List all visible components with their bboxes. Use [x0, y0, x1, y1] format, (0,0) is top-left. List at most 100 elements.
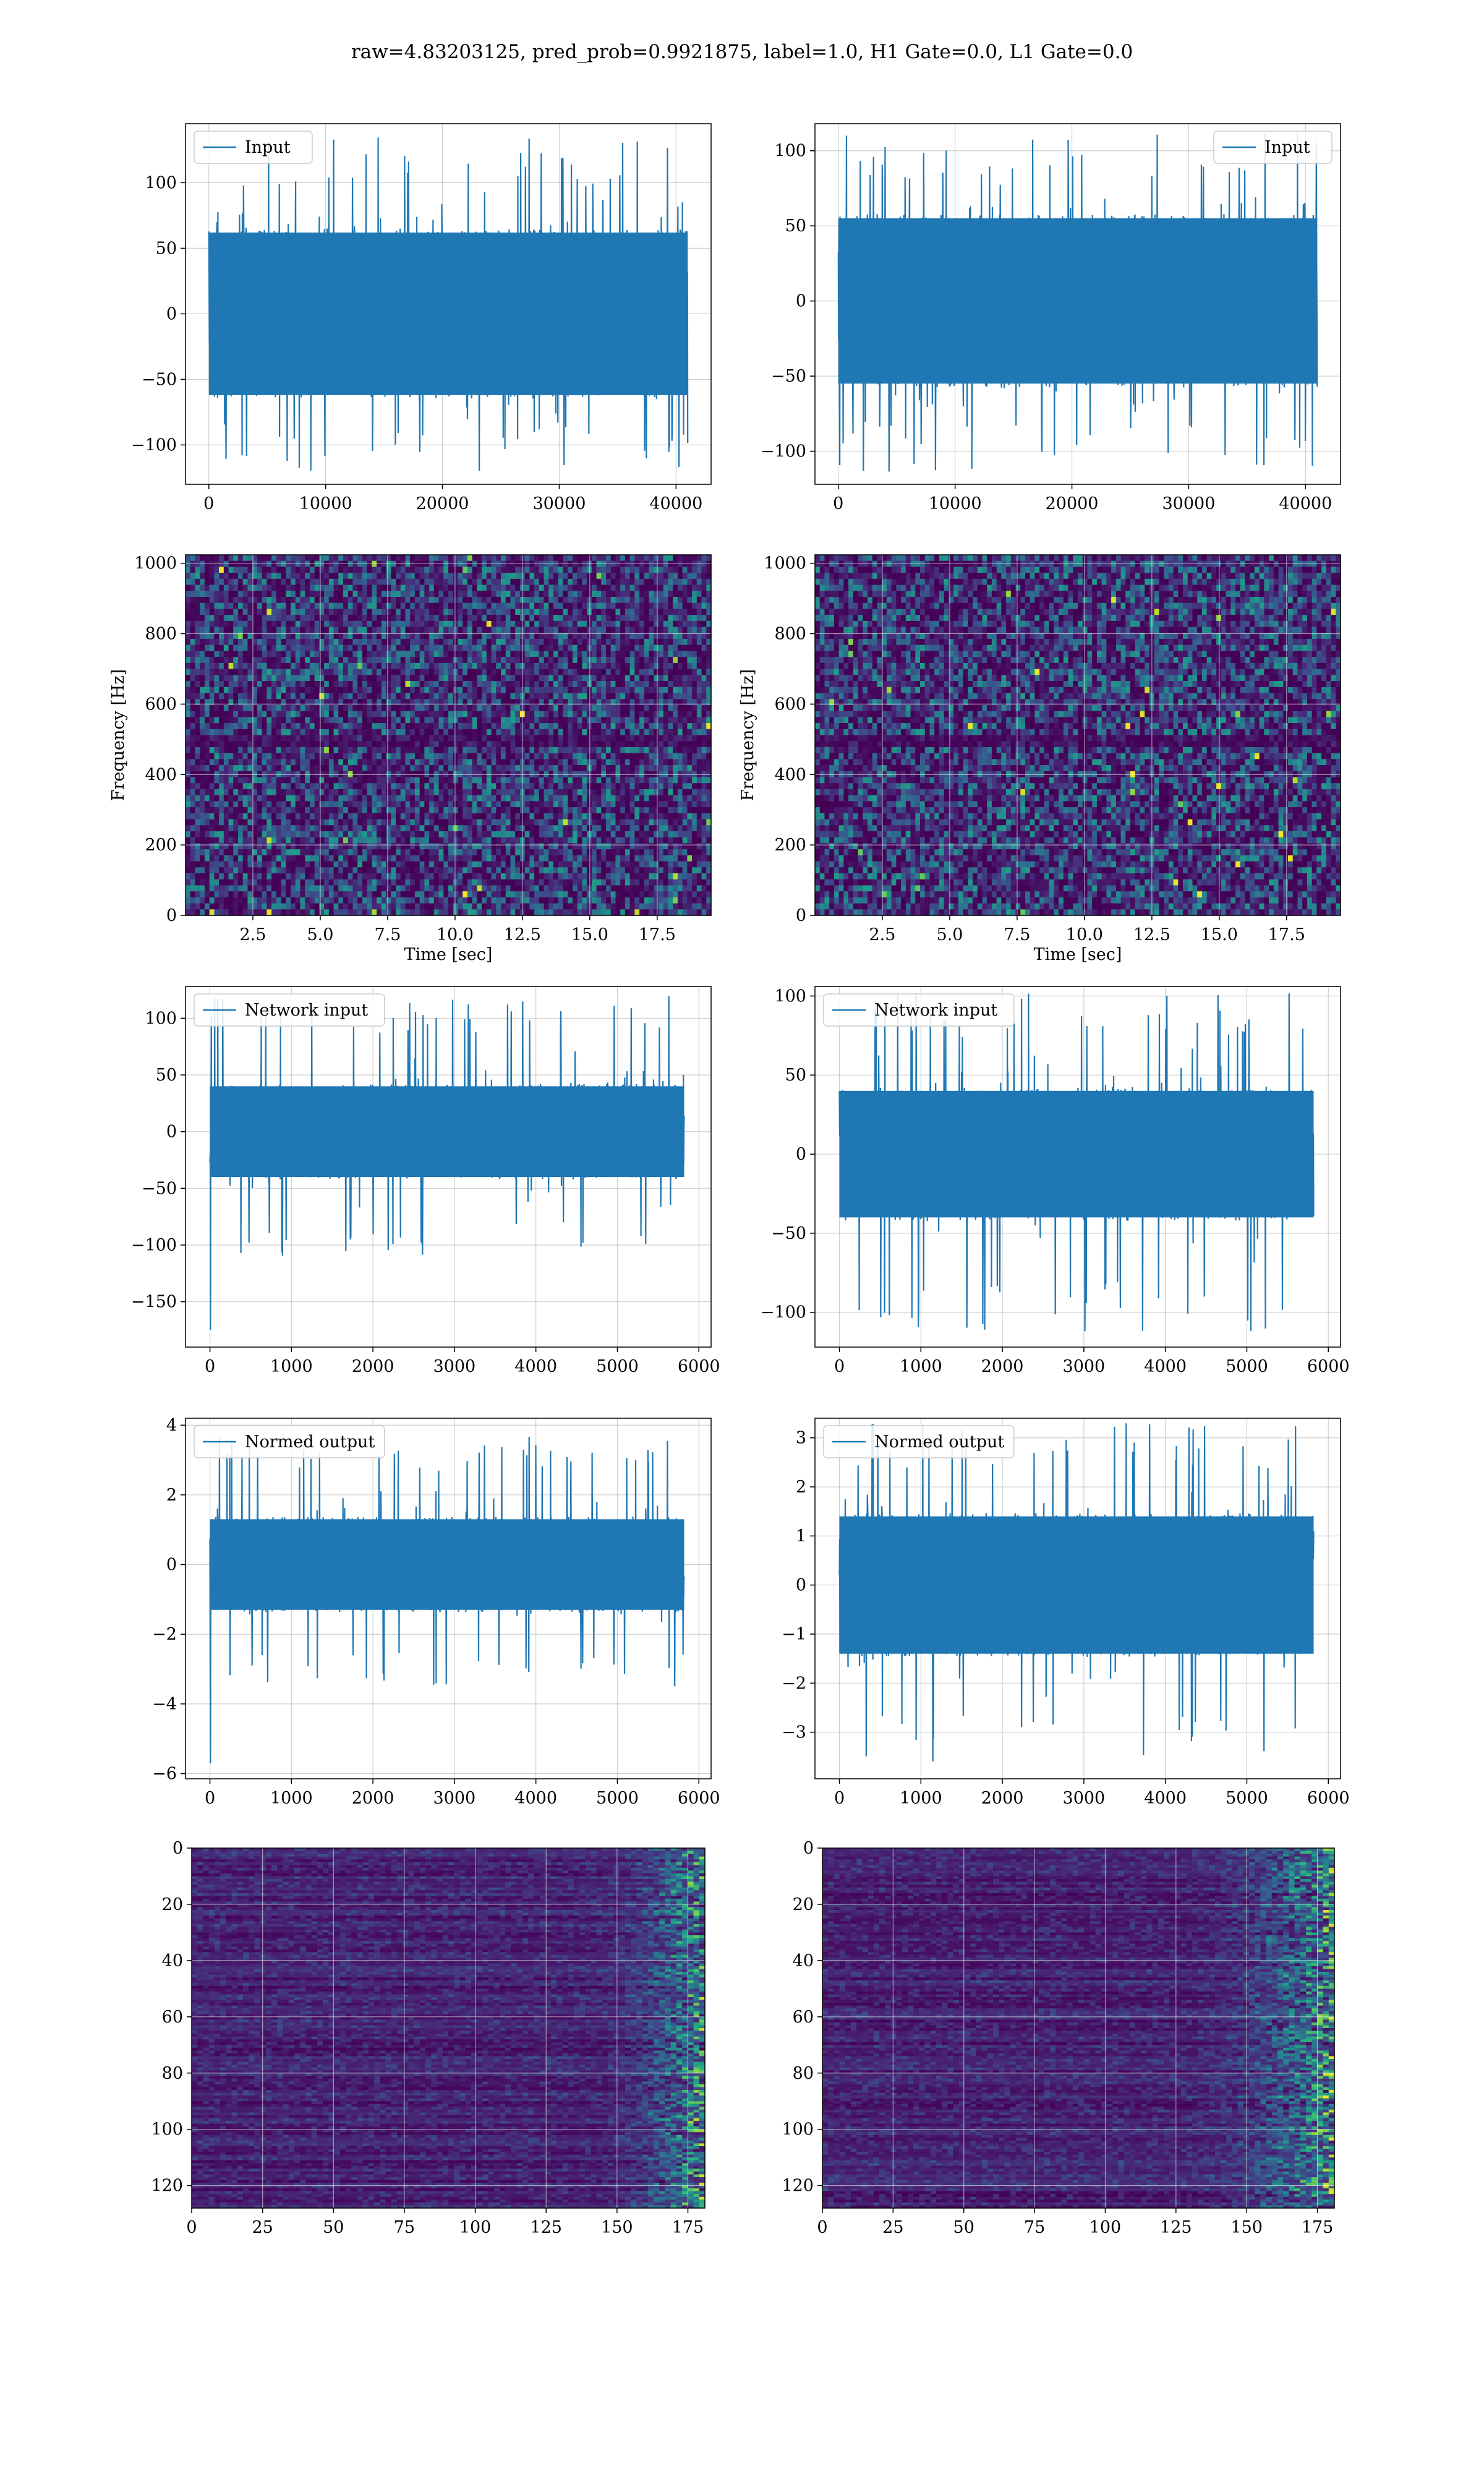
heatmap-cell	[654, 573, 659, 579]
heatmap-cell	[510, 651, 515, 657]
heatmap-cell	[286, 573, 291, 579]
heatmap-cell	[673, 591, 678, 597]
heatmap-cell	[515, 675, 520, 681]
heatmap-cell	[377, 603, 382, 609]
x-tick-label: 20000	[416, 494, 469, 513]
heatmap-cell	[563, 711, 568, 717]
heatmap-cell	[386, 615, 391, 621]
heatmap-cell	[343, 723, 348, 729]
heatmap-cell	[410, 603, 415, 609]
heatmap-cell	[315, 753, 320, 760]
heatmap-cell	[396, 663, 401, 669]
heatmap-cell	[434, 627, 439, 633]
heatmap-cell	[592, 651, 597, 657]
heatmap-cell	[338, 687, 343, 693]
heatmap-cell	[467, 603, 472, 609]
heatmap-cell	[506, 621, 511, 627]
heatmap-cell	[487, 645, 492, 651]
heatmap-cell	[678, 579, 683, 585]
heatmap-cell	[611, 741, 616, 747]
heatmap-cell	[205, 753, 210, 760]
heatmap-cell	[534, 627, 539, 633]
heatmap-cell	[186, 603, 190, 609]
heatmap-cell	[492, 639, 497, 645]
heatmap-cell	[573, 621, 578, 627]
heatmap-cell	[210, 603, 215, 609]
heatmap-cell	[487, 711, 492, 717]
heatmap-cell	[506, 681, 511, 687]
heatmap-cell	[257, 627, 262, 633]
heatmap-cell	[668, 711, 673, 717]
heatmap-cell	[300, 573, 305, 579]
heatmap-cell	[243, 591, 248, 597]
heatmap-cell	[548, 621, 553, 627]
heatmap-cell	[630, 669, 635, 675]
heatmap-cell	[592, 681, 597, 687]
heatmap-cell	[492, 645, 497, 651]
heatmap-cell	[382, 687, 386, 693]
heatmap-cell	[195, 669, 200, 675]
heatmap-cell	[233, 597, 238, 603]
heatmap-cell	[582, 717, 587, 723]
heatmap-cell	[410, 567, 415, 573]
heatmap-cell	[558, 573, 563, 579]
heatmap-cell	[396, 693, 401, 699]
heatmap-cell	[683, 675, 688, 681]
heatmap-cell	[205, 729, 210, 735]
heatmap-cell	[401, 675, 406, 681]
heatmap-cell	[529, 675, 534, 681]
heatmap-cell	[372, 609, 377, 615]
heatmap-cell	[625, 603, 630, 609]
heatmap-cell	[630, 567, 635, 573]
heatmap-cell	[362, 645, 367, 651]
heatmap-cell	[654, 729, 659, 735]
heatmap-cell	[281, 591, 286, 597]
heatmap-cell	[597, 579, 602, 585]
heatmap-cell	[205, 603, 210, 609]
heatmap-cell	[568, 693, 573, 699]
heatmap-cell	[487, 741, 492, 747]
heatmap-cell	[620, 663, 625, 669]
heatmap-cell	[247, 627, 252, 633]
heatmap-cell	[186, 753, 190, 760]
heatmap-cell	[190, 729, 195, 735]
heatmap-cell	[477, 639, 482, 645]
heatmap-cell	[310, 681, 315, 687]
heatmap-cell	[492, 573, 497, 579]
heatmap-cell	[482, 669, 487, 675]
heatmap-cell	[410, 591, 415, 597]
heatmap-cell	[683, 723, 688, 729]
heatmap-cell	[224, 657, 229, 663]
heatmap-cell	[200, 681, 205, 687]
heatmap-cell	[597, 729, 602, 735]
heatmap-cell	[420, 705, 425, 711]
heatmap-cell	[659, 675, 663, 681]
heatmap-cell	[305, 615, 310, 621]
heatmap-cell	[382, 567, 386, 573]
heatmap-cell	[291, 561, 296, 567]
series-band-core	[838, 218, 1317, 383]
heatmap-cell	[224, 741, 229, 747]
heatmap-cell	[315, 555, 320, 561]
heatmap-cell	[510, 597, 515, 603]
heatmap-cell	[224, 747, 229, 753]
heatmap-cell	[668, 663, 673, 669]
heatmap-cell	[634, 585, 639, 591]
heatmap-cell	[492, 585, 497, 591]
heatmap-cell	[649, 621, 654, 627]
heatmap-cell	[224, 567, 229, 573]
heatmap-cell	[310, 717, 315, 723]
heatmap-cell	[415, 615, 420, 621]
heatmap-cell	[281, 555, 286, 561]
heatmap-cell	[281, 705, 286, 711]
heatmap-cell	[573, 681, 578, 687]
heatmap-cell	[224, 561, 229, 567]
heatmap-cell	[482, 567, 487, 573]
heatmap-cell	[247, 687, 252, 693]
heatmap-cell	[563, 663, 568, 669]
heatmap-cell	[434, 663, 439, 669]
heatmap-cell	[639, 645, 644, 651]
heatmap-cell	[338, 597, 343, 603]
heatmap-cell	[200, 747, 205, 753]
heatmap-cell	[649, 627, 654, 633]
